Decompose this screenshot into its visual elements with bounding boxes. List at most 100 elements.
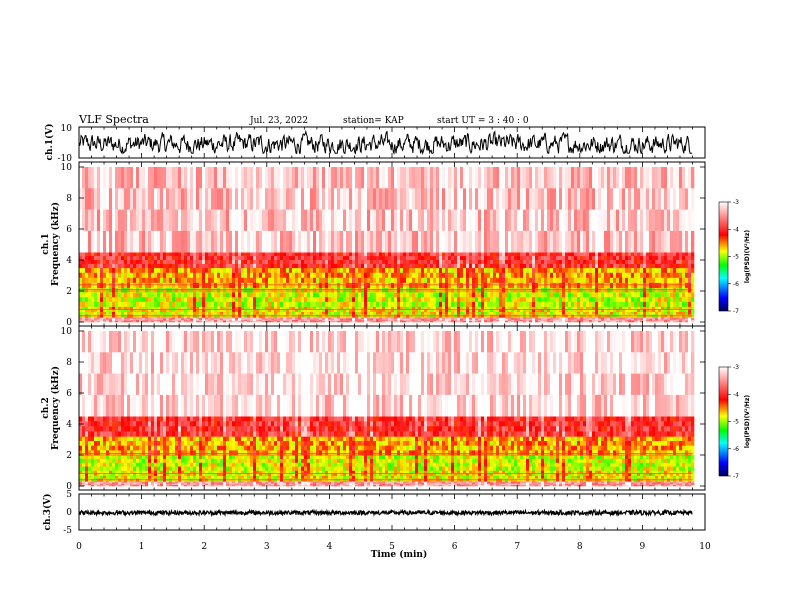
ch1-spectrogram-cell — [172, 260, 176, 265]
ch1-spectrogram-cell — [547, 272, 551, 279]
ch1-spectrogram-cell — [604, 301, 608, 307]
ch1-spectrogram-cell — [598, 263, 602, 269]
ch1-spectrogram-cell — [421, 306, 425, 310]
ch1-spectrogram-cell — [244, 292, 248, 298]
ch1-spectrogram-cell — [127, 320, 131, 323]
ch1-spectrogram-cell — [553, 167, 557, 189]
ch1-spectrogram-cell — [109, 260, 113, 265]
ch1-spectrogram-cell — [412, 292, 416, 298]
ch1-spectrogram-cell — [190, 318, 194, 320]
ch1-spectrogram-cell — [454, 309, 458, 313]
ch1-spectrogram-cell — [514, 287, 518, 293]
ch1-spectrogram-cell — [373, 306, 377, 310]
ch1-spectrogram-cell — [673, 301, 677, 307]
ch1-spectrogram-cell — [589, 317, 593, 319]
ch1-spectrogram-cell — [121, 317, 125, 319]
ch1-spectrogram-cell — [205, 320, 209, 323]
ch1-spectrogram-cell — [154, 282, 158, 289]
ch1-spectrogram-cell — [238, 318, 242, 320]
ch1-spectrogram-cell — [487, 309, 491, 313]
ch1-spectrogram-cell — [469, 311, 473, 315]
ch1-spectrogram-cell — [631, 256, 635, 261]
ch1-spectrogram-cell — [214, 320, 218, 323]
ch1-spectrogram-cell — [268, 209, 272, 232]
ch1-spectrogram-cell — [202, 167, 206, 189]
ch1-spectrogram-cell — [403, 318, 407, 320]
ch1-spectrogram-cell — [583, 318, 587, 320]
ch1-spectrogram-cell — [109, 230, 113, 253]
ch1-spectrogram-cell — [367, 167, 371, 189]
ch1-spectrogram-cell — [589, 309, 593, 313]
ch1-spectrogram-cell — [628, 306, 632, 310]
ch1-spectrogram-cell — [241, 277, 245, 284]
ch1-spectrogram-cell — [340, 256, 344, 261]
ch1-spectrogram-cell — [208, 272, 212, 279]
ch1-spectrogram-cell — [595, 317, 599, 319]
ch1-spectrogram-cell — [679, 317, 683, 319]
ch1-spectrogram-cell — [682, 320, 686, 323]
ch1-spectrogram-cell — [442, 311, 446, 315]
ch1-spectrogram-cell — [688, 297, 692, 303]
ch1-spectrogram-cell — [151, 263, 155, 269]
ch1-spectrogram-cell — [523, 272, 527, 279]
ch1-spectrogram-cell — [247, 263, 251, 269]
ch1-spectrogram-cell — [634, 277, 638, 284]
ch1-spectrogram-cell — [271, 167, 275, 189]
ch1-spectrogram-cell — [454, 252, 458, 257]
ch1-spectrogram-cell — [250, 230, 254, 253]
ch1-spectrogram-cell — [82, 317, 86, 319]
ch1-spectrogram-cell — [172, 256, 176, 261]
ch1-spectrogram-cell — [598, 277, 602, 284]
ch1-spectrogram-cell — [343, 282, 347, 289]
ch1-spectrogram-cell — [688, 309, 692, 313]
ch1-spectrogram-cell — [367, 287, 371, 293]
ch1-spectrogram-cell — [589, 267, 593, 274]
ch1-spectrogram-cell — [316, 311, 320, 315]
ch1-spectrogram-cell — [217, 297, 221, 303]
ch1-spectrogram-cell — [295, 319, 299, 322]
ch1-spectrogram-cell — [481, 256, 485, 261]
ch1-spectrogram-cell — [100, 297, 104, 303]
ch1-spectrogram-cell — [256, 263, 260, 269]
ch1-spectrogram-cell — [103, 272, 107, 279]
ch1-spectrogram-cell — [613, 267, 617, 274]
ch1-spectrogram-cell — [250, 317, 254, 319]
ch1-spectrogram-cell — [577, 320, 581, 323]
ch1-spectrogram-cell — [115, 309, 119, 313]
ch1-spectrogram-cell — [541, 319, 545, 322]
ch1-spectrogram-cell — [613, 230, 617, 253]
ch1-spectrogram-cell — [370, 230, 374, 253]
ch1-spectrogram-cell — [643, 319, 647, 322]
ch1-spectrogram-cell — [541, 297, 545, 303]
ch1-spectrogram-cell — [196, 260, 200, 265]
ch1-spectrogram-cell — [424, 252, 428, 257]
ch1-spectrogram-cell — [97, 301, 101, 307]
ch1-spectrogram-cell — [268, 230, 272, 253]
ch1-spectrogram-cell — [568, 188, 572, 210]
ch1-spectrogram-cell — [292, 317, 296, 319]
ch1-spectrogram-cell — [628, 320, 632, 323]
ch1-spectrogram-cell — [547, 297, 551, 303]
ch1-spectrogram-cell — [601, 188, 605, 210]
ch1-spectrogram-cell — [337, 320, 341, 323]
ch1-spectrogram-cell — [307, 282, 311, 289]
ch1-spectrogram-cell — [421, 319, 425, 322]
ch1-spectrogram-cell — [133, 209, 137, 232]
date-label: Jul. 23, 2022 — [249, 116, 308, 126]
ch1-spectrogram-cell — [154, 292, 158, 298]
ch1-spectrogram-cell — [316, 319, 320, 322]
ch1-spectrogram-cell — [427, 272, 431, 279]
ch1-spectrogram-cell — [433, 292, 437, 298]
ch1-spectrogram-cell — [88, 272, 92, 279]
ch1-spectrogram-cell — [439, 301, 443, 307]
ch1-spectrogram-cell — [559, 188, 563, 210]
ch1-spectrogram-cell — [421, 292, 425, 298]
ch1-spectrogram-cell — [289, 267, 293, 274]
ch1-spectrogram-cell — [439, 209, 443, 232]
ch1-spectrogram-cell — [622, 317, 626, 319]
ch1-spectrogram-cell — [298, 263, 302, 269]
ch1-spectrogram-cell — [466, 167, 470, 189]
ch1-spectrogram-cell — [457, 267, 461, 274]
ch1-spectrogram-cell — [664, 277, 668, 284]
ch1-spectrogram-cell — [529, 260, 533, 265]
